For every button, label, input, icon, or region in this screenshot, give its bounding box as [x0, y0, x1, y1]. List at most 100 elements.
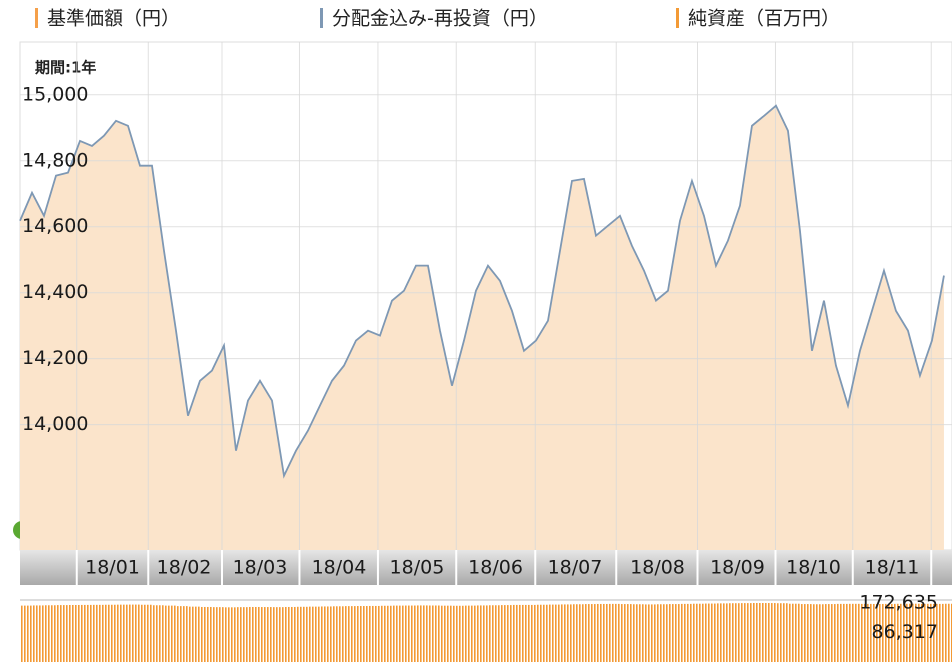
legend-label: 純資産（百万円）: [688, 8, 840, 30]
bar: [584, 604, 596, 662]
x-tick-label: 18/02: [157, 557, 212, 579]
x-tick-label: 18/03: [233, 557, 288, 579]
bar: [740, 603, 752, 662]
y-tick-label: 172,635: [859, 591, 938, 613]
bar: [356, 606, 368, 662]
bar: [704, 603, 716, 662]
bar: [560, 604, 572, 662]
bar: [260, 607, 272, 662]
area: [20, 105, 944, 551]
bar: [596, 603, 608, 662]
y-tick-label: 86,317: [872, 621, 938, 643]
x-axis-band: [20, 550, 952, 585]
bar: [608, 603, 620, 662]
period-label: 期間:1年: [35, 59, 96, 77]
bar: [500, 605, 512, 662]
bar: [620, 604, 632, 662]
bar: [116, 604, 128, 662]
bar: [644, 604, 656, 662]
bar: [452, 605, 464, 662]
bar: [80, 604, 92, 662]
x-tick-label: 18/10: [786, 557, 841, 579]
bar: [656, 604, 668, 662]
bar: [824, 604, 836, 662]
bar: [284, 606, 296, 662]
bar: [200, 606, 212, 662]
bar: [404, 605, 416, 662]
x-tick-label: 18/06: [468, 557, 523, 579]
bar: [212, 607, 224, 662]
bar: [68, 604, 80, 662]
line: [19, 104, 945, 479]
bar: [884, 603, 896, 662]
y-tick-label: 14,600: [22, 215, 88, 237]
bar: [308, 606, 320, 662]
bar: [380, 605, 392, 662]
bar: [632, 604, 644, 662]
bar: [140, 604, 152, 662]
legend-label: 基準価額（円）: [47, 8, 180, 30]
bar: [344, 606, 356, 662]
bar: [332, 606, 344, 662]
bar: [524, 604, 536, 662]
legend-swatch: [320, 8, 323, 28]
bar: [812, 604, 824, 662]
bar: [56, 605, 68, 662]
y-tick-label: 14,400: [22, 281, 88, 303]
bar: [164, 605, 176, 662]
bar: [872, 603, 884, 662]
bar: [788, 603, 800, 662]
bar: [680, 603, 692, 662]
bar: [416, 605, 428, 662]
bar: [32, 605, 44, 662]
legend-swatch: [35, 8, 38, 28]
bar: [296, 606, 308, 662]
bar: [716, 603, 728, 662]
bar: [944, 603, 952, 662]
bar: [860, 603, 872, 662]
bar: [248, 606, 260, 662]
bar: [104, 604, 116, 662]
bar: [800, 604, 812, 662]
bar: [728, 603, 740, 662]
bar: [764, 603, 776, 662]
x-tick-label: 18/11: [865, 557, 920, 579]
legend-swatch: [676, 8, 679, 28]
bar: [464, 605, 476, 662]
bar: [908, 603, 920, 662]
bar: [572, 604, 584, 662]
bar: [20, 605, 32, 662]
bar: [512, 604, 524, 662]
bar: [428, 605, 440, 662]
bar: [92, 604, 104, 662]
y-tick-label: 14,800: [22, 149, 88, 171]
y-tick-label: 15,000: [22, 83, 88, 105]
x-tick-label: 18/09: [710, 557, 765, 579]
x-tick-label: 18/07: [548, 557, 603, 579]
bar: [776, 603, 788, 662]
x-tick-label: 18/05: [390, 557, 445, 579]
bar: [536, 604, 548, 662]
bar: [224, 607, 236, 662]
bar: [932, 603, 944, 662]
bar: [692, 603, 704, 662]
bar: [920, 603, 932, 662]
y-tick-label: 14,000: [22, 413, 88, 435]
bar: [752, 602, 764, 662]
x-tick-label: 18/08: [630, 557, 685, 579]
bar: [488, 605, 500, 662]
bar: [368, 605, 380, 662]
bar: [188, 606, 200, 662]
bar: [320, 606, 332, 662]
bar: [44, 605, 56, 662]
bar: [848, 603, 860, 662]
y-tick-label: 14,200: [22, 347, 88, 369]
bar: [476, 605, 488, 662]
bar: [128, 604, 140, 662]
bar: [548, 604, 560, 662]
legend-label: 分配金込み-再投資（円）: [332, 8, 548, 30]
x-tick-label: 18/01: [85, 557, 140, 579]
bar: [836, 603, 848, 662]
bar: [236, 607, 248, 662]
